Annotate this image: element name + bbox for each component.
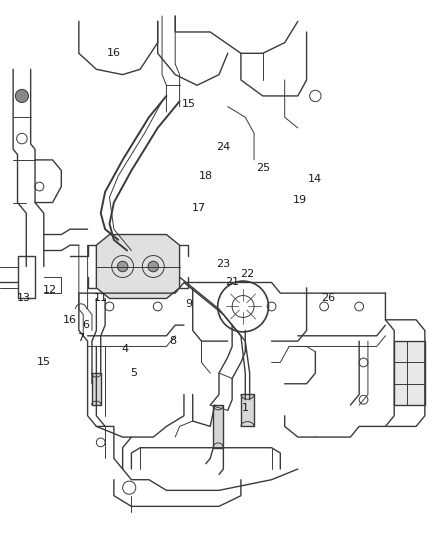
Circle shape: [117, 261, 128, 272]
Text: 7: 7: [78, 334, 85, 343]
Text: 17: 17: [192, 203, 206, 213]
Text: 8: 8: [170, 336, 177, 346]
Polygon shape: [241, 394, 254, 426]
Text: 12: 12: [43, 286, 57, 295]
Circle shape: [148, 261, 159, 272]
Text: 15: 15: [37, 358, 51, 367]
Text: 9: 9: [185, 299, 192, 309]
Text: 24: 24: [216, 142, 230, 151]
Text: 25: 25: [256, 163, 270, 173]
Text: 4: 4: [121, 344, 128, 354]
Text: 22: 22: [240, 270, 254, 279]
Polygon shape: [96, 235, 180, 298]
Text: 5: 5: [130, 368, 137, 378]
Text: 23: 23: [216, 259, 230, 269]
Polygon shape: [213, 405, 223, 448]
Text: 16: 16: [107, 49, 121, 58]
Text: 15: 15: [181, 99, 195, 109]
Text: 6: 6: [82, 320, 89, 330]
Circle shape: [15, 90, 28, 102]
Text: 14: 14: [308, 174, 322, 183]
Text: 18: 18: [199, 171, 213, 181]
Text: 11: 11: [94, 294, 108, 303]
Polygon shape: [394, 341, 425, 405]
Text: 19: 19: [293, 195, 307, 205]
Text: 21: 21: [225, 278, 239, 287]
Polygon shape: [92, 373, 101, 405]
Text: 16: 16: [63, 315, 77, 325]
Text: 26: 26: [321, 294, 336, 303]
Text: 1: 1: [242, 403, 249, 413]
Text: 13: 13: [17, 294, 31, 303]
